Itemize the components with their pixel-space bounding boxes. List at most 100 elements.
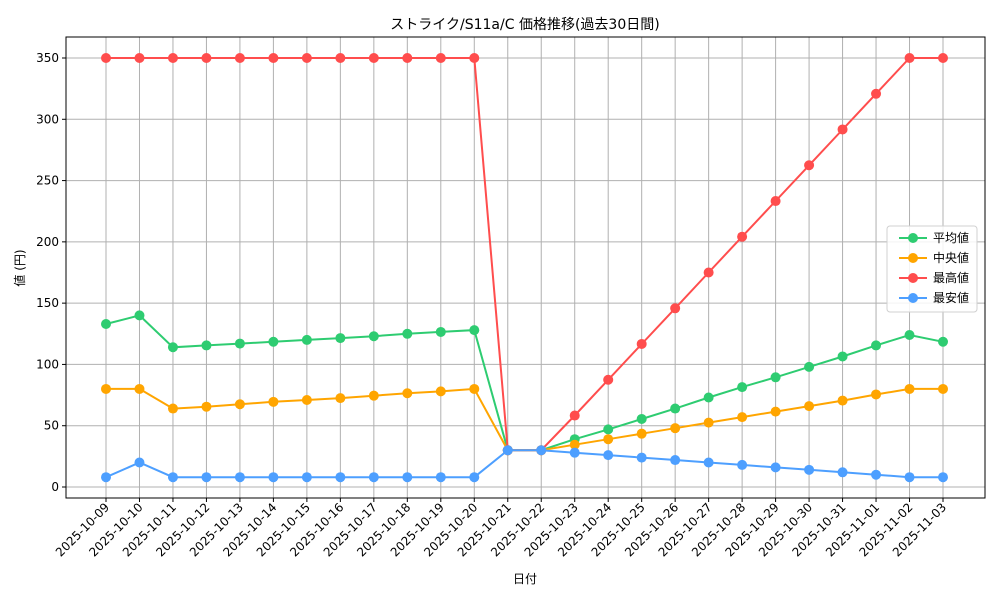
data-point: [871, 469, 882, 480]
data-point: [435, 53, 446, 63]
y-tick-label: 350: [36, 51, 59, 65]
legend-item: 中央値: [899, 250, 969, 265]
data-point: [268, 53, 279, 63]
legend-marker-icon: [908, 273, 918, 283]
data-point: [268, 396, 279, 407]
data-point: [502, 445, 513, 456]
data-point: [737, 382, 748, 393]
data-point: [469, 53, 480, 63]
data-point: [938, 383, 948, 394]
y-tick-label: 150: [36, 296, 59, 310]
data-point: [301, 53, 312, 63]
data-point: [234, 338, 245, 349]
y-tick-label: 200: [36, 235, 59, 249]
legend-box: [886, 225, 978, 313]
y-axis: 0 50 100 150 200 250 300 350: [36, 51, 66, 494]
legend-item: 最高値: [899, 270, 969, 285]
data-point: [603, 374, 614, 385]
data-point: [938, 336, 948, 347]
chart-title: ストライク/S11a/C 価格推移(過去30日間): [390, 17, 659, 33]
data-point: [134, 53, 145, 63]
data-point: [536, 445, 547, 456]
data-point: [804, 361, 815, 372]
series-最高値: [101, 53, 948, 456]
data-point: [134, 383, 145, 394]
data-point: [335, 333, 346, 344]
data-point: [804, 464, 815, 475]
x-axis-label: 日付: [513, 572, 537, 586]
data-point: [469, 472, 480, 483]
data-point: [837, 351, 848, 362]
data-point: [770, 406, 781, 417]
y-tick-label: 300: [36, 112, 59, 126]
data-point: [268, 336, 279, 347]
data-point: [871, 340, 882, 351]
data-point: [703, 417, 714, 428]
data-point: [368, 472, 379, 483]
data-point: [904, 330, 915, 341]
series-line: [106, 57, 943, 452]
data-point: [469, 325, 480, 336]
data-point: [335, 53, 346, 63]
data-point: [435, 472, 446, 483]
legend-marker-icon: [908, 233, 918, 243]
data-point: [569, 439, 580, 450]
data-point: [837, 467, 848, 478]
data-point: [636, 338, 647, 349]
series-line: [106, 387, 943, 452]
data-point: [234, 53, 245, 63]
data-point: [871, 389, 882, 400]
data-point: [402, 388, 413, 399]
data-point: [770, 196, 781, 207]
data-point: [871, 88, 882, 99]
data-point: [703, 392, 714, 403]
data-point: [368, 390, 379, 401]
data-point: [435, 326, 446, 337]
data-point: [101, 472, 111, 483]
data-point: [904, 53, 915, 63]
data-point: [569, 447, 580, 458]
data-point: [636, 452, 647, 463]
plot-frame: [65, 36, 986, 499]
series-中央値: [101, 383, 948, 456]
data-point: [402, 53, 413, 63]
data-point: [101, 383, 111, 394]
data-point: [134, 457, 145, 468]
data-point: [201, 340, 212, 351]
data-point: [904, 472, 915, 483]
legend-label: 最高値: [933, 270, 969, 285]
data-point: [469, 383, 480, 394]
data-point: [737, 412, 748, 423]
data-point: [368, 53, 379, 63]
data-point: [301, 334, 312, 345]
data-point: [167, 342, 178, 353]
legend-item: 最安値: [899, 290, 969, 305]
data-point: [670, 455, 681, 466]
y-tick-label: 100: [36, 357, 59, 371]
legend-label: 最安値: [933, 290, 969, 305]
data-point: [703, 267, 714, 278]
y-tick-label: 250: [36, 174, 59, 188]
data-point: [737, 231, 748, 242]
series-lines: [101, 53, 948, 483]
data-point: [670, 403, 681, 414]
legend-marker-icon: [908, 293, 918, 303]
legend-label: 中央値: [933, 250, 969, 265]
y-tick-label: 50: [44, 419, 59, 433]
data-point: [938, 472, 948, 483]
data-point: [603, 424, 614, 435]
data-point: [167, 403, 178, 414]
y-tick-label: 0: [51, 480, 59, 494]
data-point: [603, 434, 614, 445]
data-point: [804, 401, 815, 412]
data-point: [670, 303, 681, 314]
legend-item: 平均値: [899, 230, 969, 245]
data-point: [435, 386, 446, 397]
data-point: [837, 395, 848, 406]
data-point: [167, 472, 178, 483]
series-line: [105, 314, 944, 452]
grid: [66, 37, 985, 498]
data-point: [101, 318, 111, 329]
data-point: [234, 399, 245, 410]
